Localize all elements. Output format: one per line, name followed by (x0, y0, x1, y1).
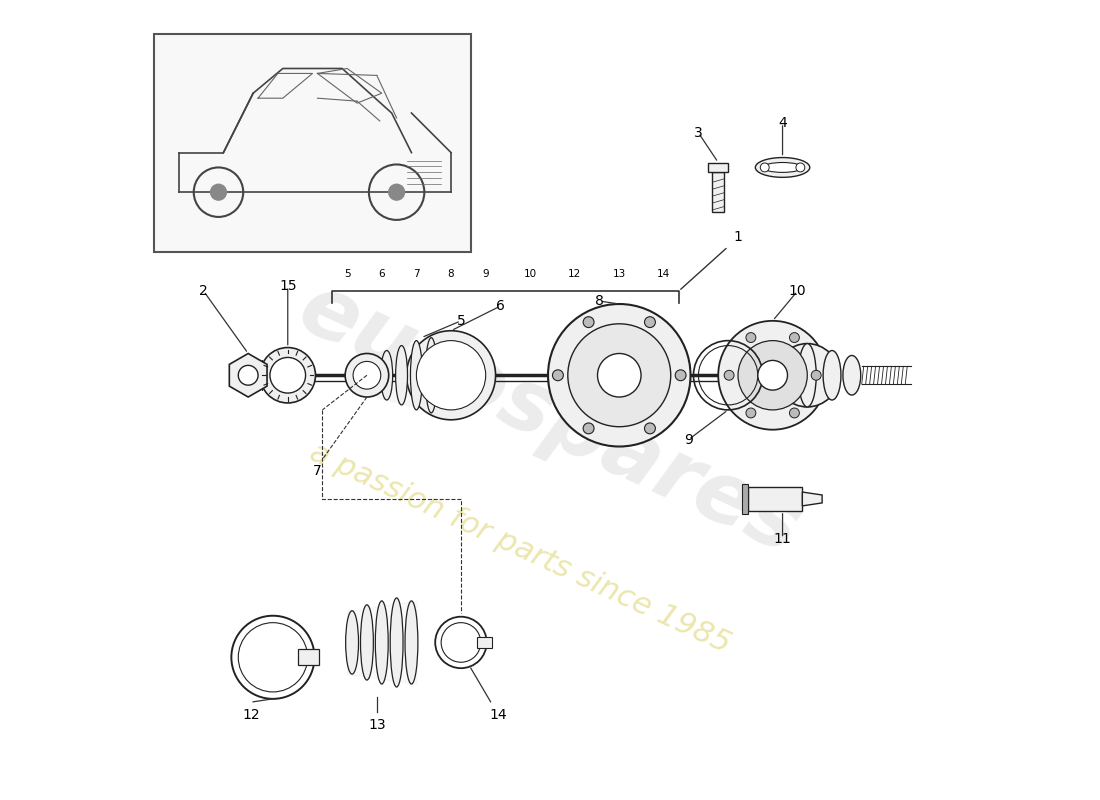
Text: 8: 8 (448, 270, 454, 279)
Text: 4: 4 (778, 116, 786, 130)
Circle shape (738, 341, 807, 410)
Text: 10: 10 (789, 284, 806, 298)
Bar (713, 172, 724, 212)
Circle shape (790, 408, 800, 418)
Ellipse shape (366, 358, 377, 393)
Text: a passion for parts since 1985: a passion for parts since 1985 (306, 438, 735, 659)
Ellipse shape (799, 343, 816, 407)
Bar (154, 34, 471, 251)
Ellipse shape (361, 605, 373, 680)
Text: 2: 2 (199, 284, 208, 298)
Polygon shape (802, 492, 822, 506)
Circle shape (790, 333, 800, 342)
Circle shape (270, 358, 306, 393)
Circle shape (260, 347, 316, 403)
Ellipse shape (405, 601, 418, 684)
Circle shape (645, 423, 656, 434)
Circle shape (548, 304, 691, 446)
Circle shape (345, 354, 388, 397)
Circle shape (796, 163, 805, 172)
Ellipse shape (410, 341, 422, 410)
Circle shape (552, 370, 563, 381)
Circle shape (675, 370, 686, 381)
Circle shape (746, 333, 756, 342)
Circle shape (645, 317, 656, 327)
Bar (298, 650, 319, 666)
Text: 3: 3 (694, 126, 703, 140)
Circle shape (758, 361, 788, 390)
Ellipse shape (381, 350, 393, 400)
Ellipse shape (756, 158, 810, 178)
Text: 8: 8 (595, 294, 604, 308)
Bar (476, 637, 492, 648)
Circle shape (388, 184, 405, 200)
Ellipse shape (396, 346, 407, 405)
Ellipse shape (843, 355, 860, 395)
Circle shape (812, 370, 821, 380)
Text: 9: 9 (483, 270, 490, 279)
Circle shape (760, 163, 769, 172)
Text: 6: 6 (378, 270, 385, 279)
Circle shape (417, 341, 486, 410)
Ellipse shape (345, 610, 359, 674)
Circle shape (718, 321, 827, 430)
Text: 13: 13 (613, 270, 626, 279)
Bar (708, 162, 728, 172)
Text: 6: 6 (496, 299, 505, 313)
Circle shape (583, 317, 594, 327)
Circle shape (746, 408, 756, 418)
Text: 9: 9 (684, 433, 693, 446)
Bar (748, 487, 802, 511)
Ellipse shape (762, 162, 802, 172)
Text: 7: 7 (314, 464, 322, 478)
Ellipse shape (823, 350, 840, 400)
Text: 13: 13 (368, 718, 386, 731)
Circle shape (353, 362, 381, 389)
Bar (742, 484, 748, 514)
Text: 7: 7 (414, 270, 420, 279)
Text: 11: 11 (773, 531, 791, 546)
Text: 12: 12 (568, 270, 582, 279)
Circle shape (724, 370, 734, 380)
Text: 5: 5 (344, 270, 351, 279)
Circle shape (776, 343, 839, 407)
Circle shape (407, 330, 496, 420)
Circle shape (583, 423, 594, 434)
Ellipse shape (375, 601, 388, 684)
Text: 15: 15 (279, 279, 297, 293)
Ellipse shape (390, 598, 403, 687)
Text: eurospares: eurospares (286, 267, 814, 573)
Text: 1: 1 (734, 230, 742, 244)
Circle shape (210, 184, 227, 200)
Text: 10: 10 (524, 270, 537, 279)
Polygon shape (229, 354, 267, 397)
Ellipse shape (426, 338, 437, 413)
Text: 14: 14 (657, 270, 670, 279)
Text: 5: 5 (456, 314, 465, 328)
Text: 14: 14 (490, 708, 507, 722)
Circle shape (239, 366, 258, 385)
Circle shape (597, 354, 641, 397)
Circle shape (568, 324, 671, 426)
Text: 12: 12 (242, 708, 260, 722)
